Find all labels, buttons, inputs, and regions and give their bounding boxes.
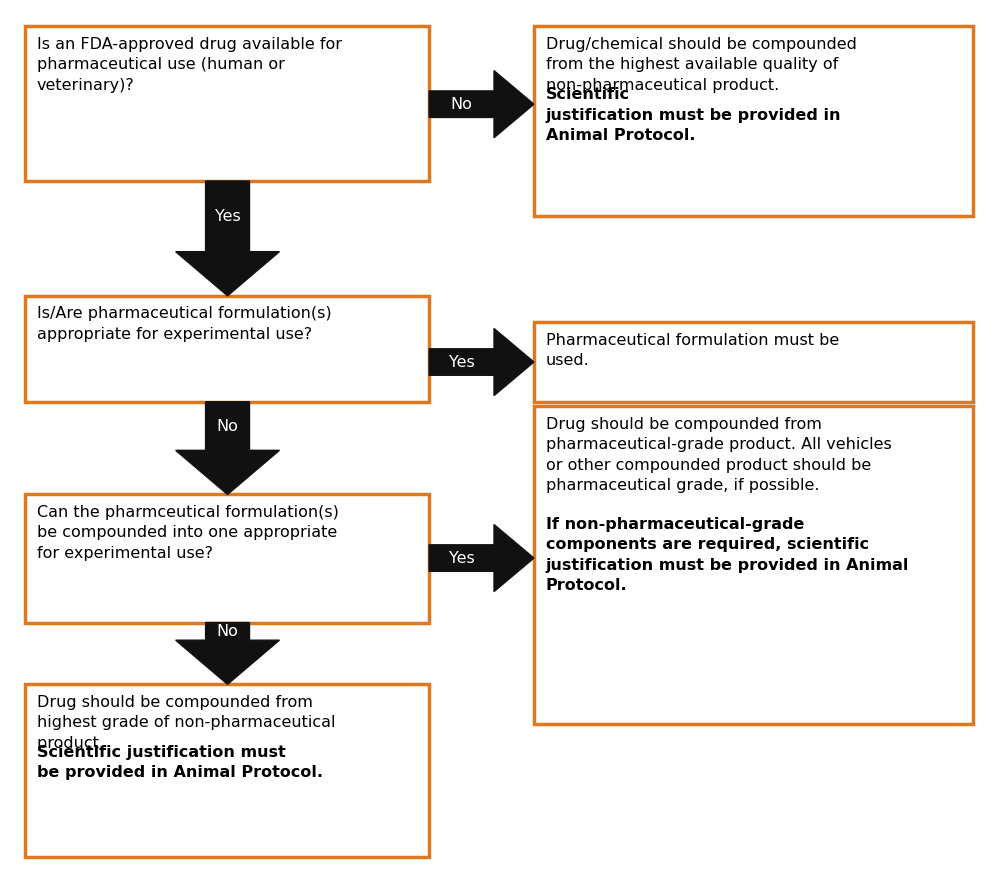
Text: No: No — [217, 624, 239, 638]
Polygon shape — [429, 71, 534, 138]
Text: Is an FDA-approved drug available for
pharmaceutical use (human or
veterinary)?: Is an FDA-approved drug available for ph… — [37, 37, 342, 93]
FancyBboxPatch shape — [534, 322, 973, 402]
Text: If non-pharmaceutical-grade
components are required, scientific
justification mu: If non-pharmaceutical-grade components a… — [546, 517, 909, 593]
FancyBboxPatch shape — [25, 296, 429, 402]
FancyBboxPatch shape — [25, 26, 429, 181]
Polygon shape — [176, 402, 279, 494]
FancyBboxPatch shape — [534, 406, 973, 724]
Text: Is/Are pharmaceutical formulation(s)
appropriate for experimental use?: Is/Are pharmaceutical formulation(s) app… — [37, 306, 331, 342]
Polygon shape — [176, 181, 279, 296]
Text: No: No — [217, 419, 239, 434]
Text: Drug should be compounded from
highest grade of non-pharmaceutical
product.: Drug should be compounded from highest g… — [37, 695, 335, 751]
Text: No: No — [451, 97, 472, 111]
Polygon shape — [429, 328, 534, 396]
Text: Drug/chemical should be compounded
from the highest available quality of
non-pha: Drug/chemical should be compounded from … — [546, 37, 856, 93]
FancyBboxPatch shape — [25, 684, 429, 857]
Text: Scientific
justification must be provided in
Animal Protocol.: Scientific justification must be provide… — [546, 87, 841, 143]
Text: Yes: Yes — [449, 355, 474, 369]
Text: Can the pharmceutical formulation(s)
be compounded into one appropriate
for expe: Can the pharmceutical formulation(s) be … — [37, 505, 338, 561]
Text: Scientific justification must
be provided in Animal Protocol.: Scientific justification must be provide… — [37, 745, 323, 781]
Text: Yes: Yes — [215, 209, 241, 223]
FancyBboxPatch shape — [534, 26, 973, 216]
Polygon shape — [176, 623, 279, 684]
Text: Yes: Yes — [449, 551, 474, 565]
Polygon shape — [429, 525, 534, 592]
FancyBboxPatch shape — [25, 494, 429, 623]
Text: Drug should be compounded from
pharmaceutical-grade product. All vehicles
or oth: Drug should be compounded from pharmaceu… — [546, 417, 891, 534]
Text: Pharmaceutical formulation must be
used.: Pharmaceutical formulation must be used. — [546, 333, 839, 368]
